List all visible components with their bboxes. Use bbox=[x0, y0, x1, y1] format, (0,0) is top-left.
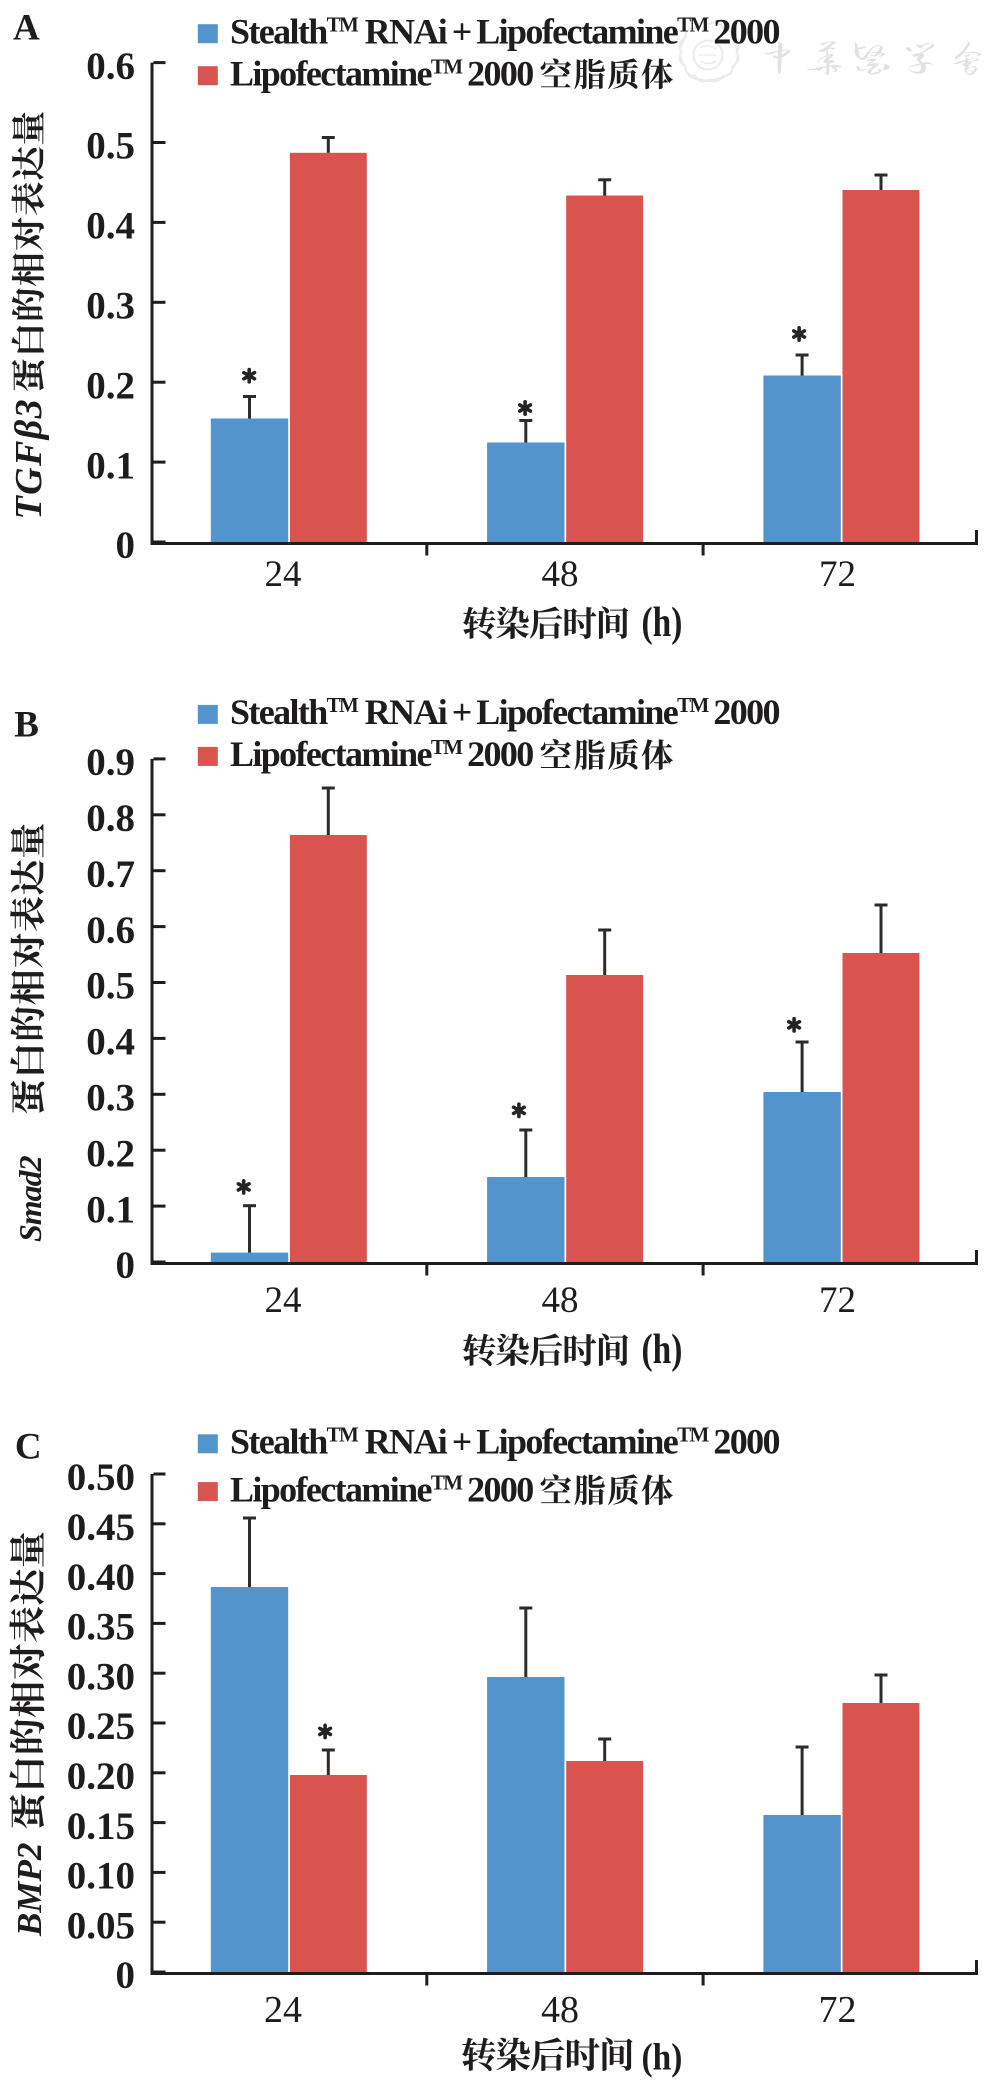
svg-text:0.7: 0.7 bbox=[86, 853, 135, 896]
svg-text:A: A bbox=[13, 8, 40, 49]
svg-text:(h): (h) bbox=[642, 1326, 683, 1372]
svg-text:0.6: 0.6 bbox=[86, 45, 135, 88]
svg-text:0.5: 0.5 bbox=[86, 125, 135, 168]
svg-text:72: 72 bbox=[819, 554, 856, 595]
svg-text:0.40: 0.40 bbox=[67, 1556, 135, 1599]
svg-text:48: 48 bbox=[542, 554, 579, 595]
svg-text:(h): (h) bbox=[642, 2036, 683, 2078]
svg-text:TGFβ3: TGFβ3 bbox=[8, 398, 50, 519]
svg-text:LipofectamineTM 2000: LipofectamineTM 2000 bbox=[230, 1469, 533, 1509]
svg-text:0.30: 0.30 bbox=[67, 1655, 135, 1698]
svg-text:0.2: 0.2 bbox=[86, 364, 135, 407]
svg-text:0: 0 bbox=[116, 524, 136, 567]
svg-text:72: 72 bbox=[819, 1989, 857, 2031]
svg-text:0.5: 0.5 bbox=[86, 965, 135, 1008]
svg-text:BMP2: BMP2 bbox=[10, 1843, 49, 1937]
svg-text:24: 24 bbox=[264, 1989, 302, 2031]
svg-text:0.4: 0.4 bbox=[86, 205, 135, 248]
svg-text:0: 0 bbox=[116, 1244, 136, 1287]
svg-text:48: 48 bbox=[541, 1989, 579, 2031]
svg-text:48: 48 bbox=[542, 1280, 579, 1321]
svg-text:0.45: 0.45 bbox=[67, 1506, 135, 1549]
svg-text:0.10: 0.10 bbox=[67, 1855, 135, 1898]
svg-text:0.6: 0.6 bbox=[86, 909, 135, 952]
svg-text:StealthTM RNAi + Lipofectamine: StealthTM RNAi + LipofectamineTM 2000 bbox=[230, 692, 779, 732]
svg-text:24: 24 bbox=[265, 554, 302, 595]
svg-text:0.15: 0.15 bbox=[67, 1805, 135, 1848]
svg-text:0.3: 0.3 bbox=[86, 285, 135, 328]
svg-text:0.4: 0.4 bbox=[86, 1021, 135, 1064]
svg-text:0: 0 bbox=[116, 1954, 136, 1997]
svg-text:StealthTM RNAi + Lipofectamine: StealthTM RNAi + LipofectamineTM 2000 bbox=[230, 1422, 779, 1462]
svg-text:0.3: 0.3 bbox=[86, 1077, 135, 1120]
svg-text:0.35: 0.35 bbox=[67, 1606, 135, 1649]
svg-text:0.25: 0.25 bbox=[67, 1705, 135, 1748]
svg-text:StealthTM RNAi + Lipofectamine: StealthTM RNAi + LipofectamineTM 2000 bbox=[230, 11, 779, 51]
svg-text:C: C bbox=[15, 1426, 42, 1467]
svg-text:Smad2: Smad2 bbox=[12, 1155, 48, 1242]
svg-text:LipofectamineTM 2000: LipofectamineTM 2000 bbox=[230, 53, 533, 93]
svg-text:0.1: 0.1 bbox=[86, 444, 135, 487]
svg-text:0.1: 0.1 bbox=[86, 1188, 135, 1231]
svg-text:0.20: 0.20 bbox=[67, 1755, 135, 1798]
svg-text:24: 24 bbox=[265, 1280, 302, 1321]
svg-text:(h): (h) bbox=[642, 599, 683, 645]
svg-text:0.05: 0.05 bbox=[67, 1904, 135, 1947]
svg-text:0.50: 0.50 bbox=[67, 1456, 135, 1499]
svg-text:0.9: 0.9 bbox=[86, 741, 135, 784]
svg-text:0.8: 0.8 bbox=[86, 797, 135, 840]
svg-text:LipofectamineTM 2000: LipofectamineTM 2000 bbox=[230, 734, 533, 774]
svg-text:B: B bbox=[14, 704, 39, 745]
svg-text:0.2: 0.2 bbox=[86, 1132, 135, 1175]
svg-text:72: 72 bbox=[819, 1280, 856, 1321]
